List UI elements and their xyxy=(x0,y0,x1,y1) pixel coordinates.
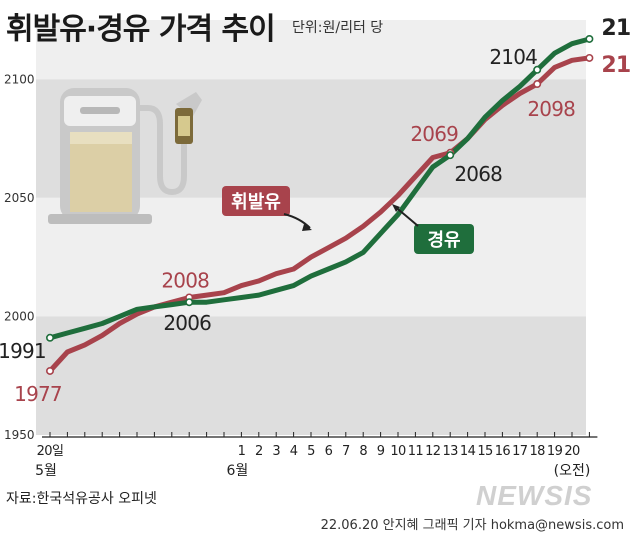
x-tick-label: 5 xyxy=(307,444,315,459)
series-line-diesel xyxy=(47,36,592,341)
data-label-diesel: 2006 xyxy=(163,311,211,335)
month-label: 6월 xyxy=(227,463,249,479)
y-tick-label: 2050 xyxy=(4,191,35,205)
data-point-marker xyxy=(45,366,54,375)
credit-text: 22.06.20 안지혜 그래픽 기자 hokma@newsis.com xyxy=(320,518,624,533)
data-label-diesel: 2068 xyxy=(454,162,502,186)
y-tick-label: 1950 xyxy=(4,428,35,442)
newsis-watermark: NEWSIS xyxy=(476,480,593,511)
grid-band xyxy=(36,316,586,435)
x-tick-label: 1 xyxy=(238,444,246,459)
data-point-marker xyxy=(446,151,455,160)
x-tick-label: 20 xyxy=(564,444,580,459)
data-point-marker xyxy=(585,53,594,62)
source-label: 자료:한국석유공사 오피넷 xyxy=(6,491,157,507)
legend-diesel-badge xyxy=(414,224,474,254)
grid-bands: 1950 2000 2050 2100 xyxy=(4,20,586,442)
data-label-diesel: 1991 xyxy=(0,339,46,363)
legend-gasoline-badge xyxy=(222,186,290,216)
grid-band xyxy=(36,20,586,80)
x-tick-label: 16 xyxy=(495,444,511,459)
fuel-pump-icon xyxy=(48,88,202,224)
legend-diesel-label: 경유 xyxy=(427,230,460,251)
data-label-diesel: 2104 xyxy=(489,45,537,69)
x-tick-label: 9 xyxy=(377,444,385,459)
series-legend: 휘발유 경유 xyxy=(222,186,474,254)
data-label-gasoline: 2008 xyxy=(161,268,209,292)
data-point-marker xyxy=(533,65,542,74)
x-tick-label: 11 xyxy=(408,444,424,459)
x-tick-label: 3 xyxy=(272,444,280,459)
data-point-marker xyxy=(533,80,542,89)
unit-label: 단위:원/리터 당 xyxy=(292,20,384,36)
data-label-gasoline: 2069 xyxy=(410,122,458,146)
x-tick-label: 2 xyxy=(255,444,263,459)
x-tick-label: 13 xyxy=(443,444,459,459)
x-tick-label: 18 xyxy=(530,444,546,459)
data-label-gasoline: 2098 xyxy=(527,97,575,121)
x-tick-label: 19 xyxy=(547,444,563,459)
series-lines xyxy=(47,36,592,374)
data-labels: 1977 2008 2069 2098 2109 1991 2006 2068 2104 2117 xyxy=(0,16,630,406)
month-label: 5월 xyxy=(35,463,57,479)
chart-title: 휘발유·경유 가격 추이 xyxy=(6,12,276,47)
data-point-marker xyxy=(185,298,194,307)
data-point-marker xyxy=(585,34,594,43)
y-tick-label: 2100 xyxy=(4,72,35,86)
month-label: (오전) xyxy=(554,463,591,479)
data-label-gasoline: 1977 xyxy=(14,382,62,406)
legend-gasoline-arrow xyxy=(283,213,311,229)
x-tick-label: 6 xyxy=(325,444,333,459)
x-tick-label: 14 xyxy=(460,444,476,459)
legend-gasoline-label: 휘발유 xyxy=(231,191,281,213)
x-tick-label: 12 xyxy=(425,444,440,459)
x-tick-label: 7 xyxy=(342,444,350,459)
x-tick-label: 4 xyxy=(290,444,298,459)
series-line-gasoline xyxy=(47,55,592,374)
data-label-gasoline: 2109 xyxy=(601,53,630,78)
y-tick-label: 2000 xyxy=(4,309,35,323)
credit-bar xyxy=(0,512,630,532)
x-tick-label: 10 xyxy=(390,444,406,459)
x-tick-label: 15 xyxy=(477,444,493,459)
x-tick-label: 17 xyxy=(512,444,528,459)
data-point-marker xyxy=(45,333,54,342)
x-tick-label: 8 xyxy=(359,444,367,459)
data-label-diesel: 2117 xyxy=(601,16,630,41)
x-tick-label: 20일 xyxy=(37,444,64,459)
